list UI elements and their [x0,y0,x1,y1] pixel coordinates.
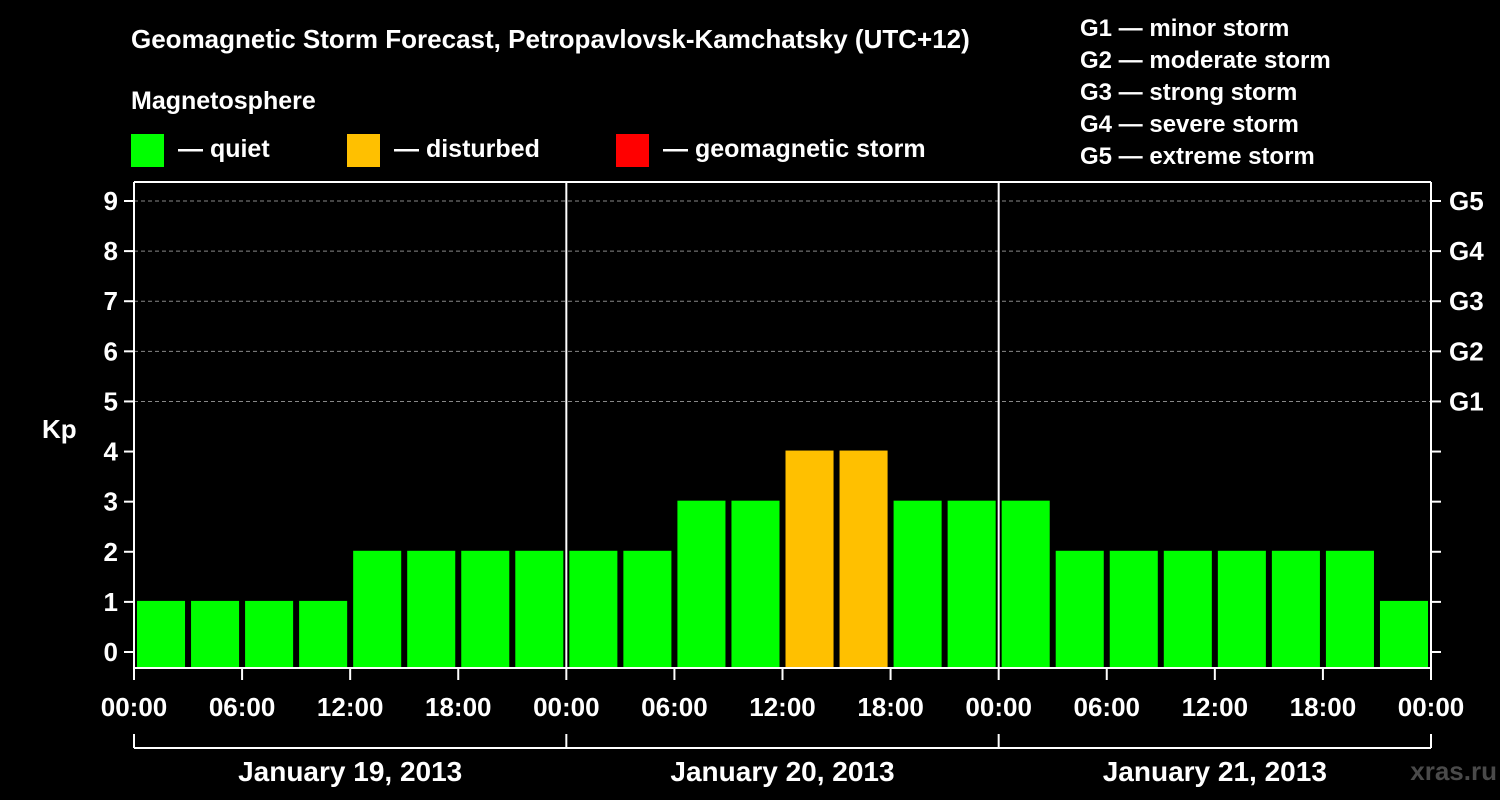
y-tick-label-8: 8 [104,236,118,266]
x-tick-label-2: 12:00 [317,692,384,722]
bar-23 [1379,600,1428,668]
g-label-G5: G5 [1449,186,1484,216]
x-axis: 00:00 06:00 12:00 18:00 00:00 06:00 12:00 18:00… [101,668,1465,787]
storm-level-3: G3 — strong storm [1080,79,1297,106]
x-tick-label-7: 18:00 [857,692,924,722]
bar-3 [299,600,348,668]
bar-17 [1055,550,1104,668]
storm-level-4: G4 — severe storm [1080,111,1299,138]
day-label-0: January 19, 2013 [238,756,462,787]
bar-22 [1325,550,1374,668]
bar-4 [353,550,402,668]
g-label-G3: G3 [1449,286,1484,316]
y-tick-label-5: 5 [104,386,118,416]
x-tick-label-1: 06:00 [209,692,276,722]
y-tick-label-6: 6 [104,336,118,366]
chart-title: Geomagnetic Storm Forecast, Petropavlovs… [131,24,970,54]
legend: — quiet — disturbed — geomagnetic storm [131,134,926,167]
g-scale-axis: G1 G2 G3 G4 G5 [1431,186,1484,653]
bar-21 [1271,550,1320,668]
legend-label-2: — geomagnetic storm [663,135,926,163]
bar-15 [947,500,996,668]
y-tick-label-3: 3 [104,487,118,517]
y-tick-label-4: 4 [104,437,119,467]
storm-level-5: G5 — extreme storm [1080,143,1315,170]
y-tick-label-2: 2 [104,537,118,567]
x-tick-label-8: 00:00 [965,692,1032,722]
x-tick-label-3: 18:00 [425,692,492,722]
y-axis-label: Kp [42,414,77,444]
grid [134,200,1431,402]
bar-2 [245,600,294,668]
x-tick-label-10: 12:00 [1182,692,1249,722]
y-tick-label-9: 9 [104,186,118,216]
bar-8 [569,550,618,668]
x-tick-label-5: 06:00 [641,692,708,722]
bar-5 [407,550,456,668]
bars [137,450,1428,668]
x-tick-label-4: 00:00 [533,692,600,722]
x-tick-label-9: 06:00 [1074,692,1141,722]
bar-20 [1217,550,1266,668]
storm-level-2: G2 — moderate storm [1080,47,1331,74]
legend-heading: Magnetosphere [131,87,316,115]
legend-label-0: — quiet [178,135,270,163]
day-label-1: January 20, 2013 [670,756,894,787]
legend-swatch-2 [616,134,649,167]
g-label-G2: G2 [1449,336,1484,366]
y-tick-label-1: 1 [104,587,118,617]
bar-0 [137,600,186,668]
x-tick-label-12: 00:00 [1398,692,1465,722]
day-label-2: January 21, 2013 [1103,756,1327,787]
legend-swatch-1 [347,134,380,167]
y-tick-label-0: 0 [104,637,118,667]
g-label-G1: G1 [1449,386,1484,416]
y-axis: 0 1 2 3 4 5 6 7 8 9 [104,186,134,667]
legend-swatch-0 [131,134,164,167]
legend-label-1: — disturbed [394,135,540,163]
x-tick-label-11: 18:00 [1290,692,1357,722]
storm-level-1: G1 — minor storm [1080,15,1289,42]
y-tick-label-7: 7 [104,286,118,316]
watermark: xras.ru [1410,756,1497,786]
x-tick-label-0: 00:00 [101,692,168,722]
x-tick-label-6: 12:00 [749,692,816,722]
bar-18 [1109,550,1158,668]
bar-9 [623,550,672,668]
g-label-G4: G4 [1449,236,1484,266]
bar-1 [191,600,240,668]
storm-level-list: G1 — minor storm G2 — moderate storm G3 — … [1080,15,1331,170]
bar-16 [1001,500,1050,668]
bar-14 [893,500,942,668]
bar-12 [785,450,834,668]
bar-6 [461,550,510,668]
bar-19 [1163,550,1212,668]
bar-7 [515,550,564,668]
bar-11 [731,500,780,668]
bar-10 [677,500,726,668]
bar-13 [839,450,888,668]
